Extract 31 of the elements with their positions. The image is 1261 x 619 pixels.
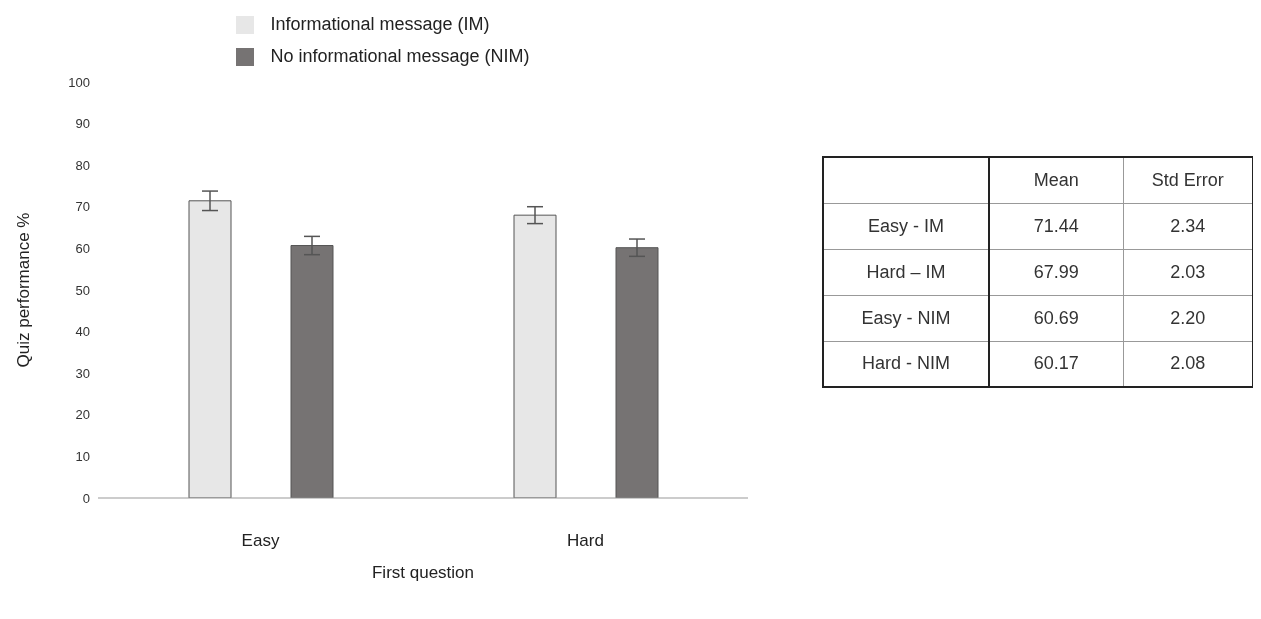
text: Std Error <box>1123 157 1253 203</box>
text: Mean <box>989 157 1123 203</box>
text: 2.03 <box>1123 249 1253 295</box>
text: 60.17 <box>989 341 1123 387</box>
text: Hard - NIM <box>823 341 989 387</box>
legend-label: No informational message (NIM) <box>270 46 530 66</box>
text: 2.08 <box>1123 341 1253 387</box>
y-tick-label: 70 <box>75 199 90 215</box>
y-tick-label: 40 <box>75 324 90 340</box>
text: Easy - NIM <box>823 295 989 341</box>
y-tick-label: 20 <box>75 407 90 423</box>
y-tick-label: 80 <box>75 157 90 173</box>
text: 2.34 <box>1123 203 1253 249</box>
text: Easy - IM <box>823 203 989 249</box>
legend-label: Informational message (IM) <box>270 14 490 34</box>
y-tick-label: 30 <box>75 365 90 381</box>
x-tick-label: Hard <box>567 531 604 551</box>
y-tick-label: 0 <box>82 490 90 506</box>
x-axis-title: First question <box>371 563 475 582</box>
text: 60.69 <box>989 295 1123 341</box>
y-tick-label: 50 <box>75 282 90 298</box>
y-tick-label: 10 <box>75 449 90 465</box>
y-axis-title: Quiz performance % <box>14 212 34 368</box>
y-tick-label: 90 <box>75 116 90 132</box>
text: 71.44 <box>989 203 1123 249</box>
y-tick-label: 100 <box>68 74 90 90</box>
text: 67.99 <box>989 249 1123 295</box>
text: Hard – IM <box>823 249 989 295</box>
y-tick-label: 60 <box>75 241 90 257</box>
x-tick-label: Easy <box>241 531 280 551</box>
text: 2.20 <box>1123 295 1253 341</box>
